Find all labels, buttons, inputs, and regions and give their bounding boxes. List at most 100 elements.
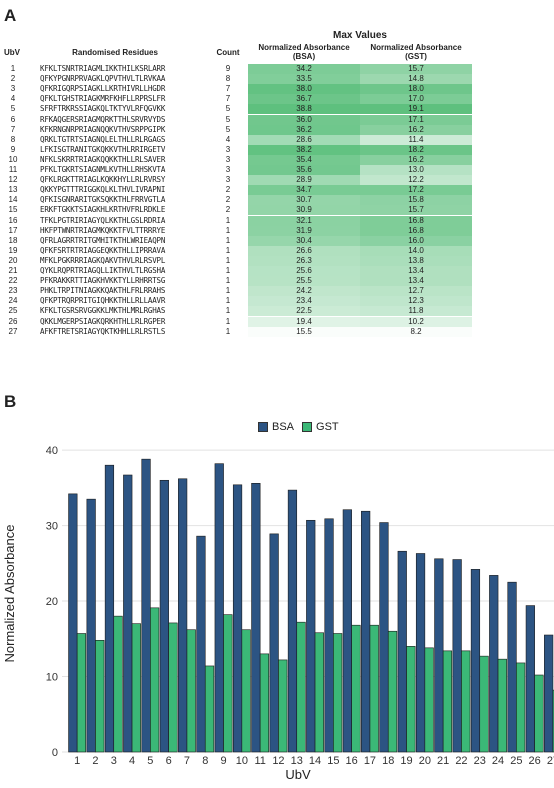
y-tick-label: 0 xyxy=(52,747,58,759)
x-tick-label: 23 xyxy=(474,755,486,767)
cell-bsa: 25.6 xyxy=(248,266,360,276)
cell-count: 2 xyxy=(225,195,231,205)
cell-residues: QFKYPGNRPRVAGKLQPVTHVLTLRVKAA xyxy=(40,74,166,84)
cell-gst: 18.0 xyxy=(360,84,472,95)
table-row: 12 QFKLRGKTTRIAGLKQKKHYLLRLRVRSY 3 28.9 12.2 xyxy=(0,175,554,186)
cell-gst: 12.3 xyxy=(360,296,472,307)
bar-bsa xyxy=(525,605,535,753)
bar-gst xyxy=(131,623,141,753)
cell-ubv: 5 xyxy=(10,104,16,114)
cell-gst: 16.2 xyxy=(360,124,472,135)
x-axis-label: UbV xyxy=(285,767,311,782)
cell-residues: PFKLTGKRTSIAGNMLKVTHLLRHSKVTA xyxy=(40,165,166,174)
cell-count: 4 xyxy=(225,134,231,144)
table-row: 27 AFKFTRETSRIAGYQKTKHHLLRLRSTLS 1 15.5 8.2 xyxy=(0,326,554,337)
cell-count: 2 xyxy=(225,205,231,215)
x-tick-label: 16 xyxy=(346,755,358,767)
cell-residues: KFKLTSNRTRIAGMLIKKTHILKSRLARR xyxy=(40,64,166,73)
x-tick-label: 15 xyxy=(327,755,339,767)
cell-ubv: 16 xyxy=(8,215,18,225)
table-row: 5 SFRFTRKRSSIAGKQLTKTYVLRFQGVKK 5 38.8 19.1 xyxy=(0,104,554,115)
table-row: 9 LFKISGTRANITGKQKKVTHLRRIRGETV 3 38.2 18.2 xyxy=(0,144,554,155)
bar-bsa xyxy=(178,478,188,753)
cell-bsa: 19.4 xyxy=(248,316,360,327)
table-row: 24 QFKPTRQRPRITGIQHKKTHLLRLLAAVR 1 23.4 12.3 xyxy=(0,296,554,307)
x-tick-label: 21 xyxy=(437,755,449,767)
cell-gst: 16.0 xyxy=(360,235,472,246)
cell-count: 3 xyxy=(225,165,231,174)
x-tick-label: 5 xyxy=(147,755,153,767)
cell-gst: 19.1 xyxy=(360,104,472,115)
cell-count: 1 xyxy=(225,255,231,265)
table-row: 1 KFKLTSNRTRIAGMLIKKTHILKSRLARR 9 34.2 15.7 xyxy=(0,64,554,74)
table-row: 6 RFKAQGERSRIAGMQRKTTHLSRVRVYDS 5 36.0 17.1 xyxy=(0,114,554,125)
cell-bsa: 24.2 xyxy=(248,286,360,297)
x-tick-label: 20 xyxy=(419,755,431,767)
chart-legend: BSA GST xyxy=(258,421,339,433)
cell-residues: TFKLPGTRIRIAGYQLKKTHLGSLRDRIA xyxy=(40,215,166,225)
cell-count: 7 xyxy=(225,84,231,94)
cell-residues: QFKISGNRARITGKSQKKTHLFRRVGTLA xyxy=(40,195,166,205)
cell-count: 7 xyxy=(225,94,231,104)
x-tick-label: 1 xyxy=(74,755,80,767)
bar-bsa xyxy=(434,558,444,753)
cell-ubv: 11 xyxy=(8,165,18,174)
cell-residues: KFKLTGSRSRVGGKKLMKTHLMRLRGHAS xyxy=(40,306,166,316)
table-row: 2 QFKYPGNRPRVAGKLQPVTHVLTLRVKAA 8 33.5 14.8 xyxy=(0,74,554,85)
cell-residues: SFRFTRKRSSIAGKQLTKTYVLRFQGVKK xyxy=(40,104,166,114)
bar-bsa xyxy=(470,569,481,753)
cell-residues: QFKLRGKTTRIAGLKQKKHYLLRLRVRSY xyxy=(40,175,166,185)
table-row: 23 PHKLTRPITNIAGKKQAKTHLFRLRRAHS 1 24.2 12.7 xyxy=(0,286,554,297)
cell-count: 5 xyxy=(225,114,231,124)
cell-bsa: 26.6 xyxy=(248,245,360,256)
cell-ubv: 15 xyxy=(8,205,18,215)
cell-bsa: 38.0 xyxy=(248,84,360,95)
cell-ubv: 13 xyxy=(8,185,18,195)
bar-bsa xyxy=(159,479,169,753)
table-row: 21 QYKLRQPRTRIAGQLLIKTHVLTLRGSHA 1 25.6 13.4 xyxy=(0,266,554,276)
table-row: 7 KFKRNGNRPRIAGNQQKVTHVSRPPGIPK 5 36.2 16.2 xyxy=(0,124,554,135)
col-header-residues: Randomised Residues xyxy=(72,48,158,57)
cell-bsa: 28.9 xyxy=(248,175,360,186)
cell-count: 2 xyxy=(225,185,231,195)
cell-count: 1 xyxy=(225,326,231,336)
bar-bsa xyxy=(379,522,389,753)
cell-ubv: 12 xyxy=(8,175,18,185)
cell-count: 1 xyxy=(225,266,231,275)
cell-bsa: 35.6 xyxy=(248,165,360,175)
col-header-bsa: Normalized Absorbance (BSA) xyxy=(258,43,350,61)
bar-gst xyxy=(278,659,288,753)
bar-gst xyxy=(351,624,361,753)
bar-gst xyxy=(186,629,196,753)
cell-ubv: 25 xyxy=(8,306,18,316)
bar-gst xyxy=(387,630,398,753)
bar-bsa xyxy=(123,474,133,753)
x-tick-label: 14 xyxy=(309,755,321,767)
bar-gst xyxy=(150,607,160,753)
cell-ubv: 1 xyxy=(10,64,16,73)
cell-bsa: 36.2 xyxy=(248,124,360,135)
bar-gst xyxy=(95,639,105,753)
cell-residues: NFKLSKRRTRIAGKQQKKTHLLRLSAVER xyxy=(40,154,166,164)
table-row: 13 QKKYPGTTTRIGGKQLKLTHVLIVRAPNI 2 34.7 17.2 xyxy=(0,185,554,196)
cell-count: 1 xyxy=(225,276,231,286)
bar-gst xyxy=(259,653,270,753)
bar-bsa xyxy=(251,483,261,753)
cell-gst: 13.0 xyxy=(360,165,472,175)
cell-count: 3 xyxy=(225,175,231,185)
cell-count: 5 xyxy=(225,104,231,114)
bar-gst xyxy=(497,658,507,753)
cell-gst: 17.2 xyxy=(360,185,472,196)
cell-gst: 17.0 xyxy=(360,94,472,105)
cell-bsa: 33.5 xyxy=(248,74,360,85)
table-row: 11 PFKLTGKRTSIAGNMLKVTHLLRHSKVTA 3 35.6 13.0 xyxy=(0,165,554,175)
table-row: 18 QFRLAGRRTRITGMHITKTHLWRIEAQPN 1 30.4 16.0 xyxy=(0,235,554,246)
cell-bsa: 30.9 xyxy=(248,205,360,216)
cell-gst: 16.2 xyxy=(360,154,472,165)
bar-gst xyxy=(424,647,434,753)
cell-bsa: 26.3 xyxy=(248,255,360,266)
bar-gst xyxy=(296,621,306,753)
bar-gst xyxy=(461,650,471,753)
bar-bsa xyxy=(415,553,426,753)
cell-residues: QFRLAGRRTRITGMHITKTHLWRIEAQPN xyxy=(40,235,166,245)
